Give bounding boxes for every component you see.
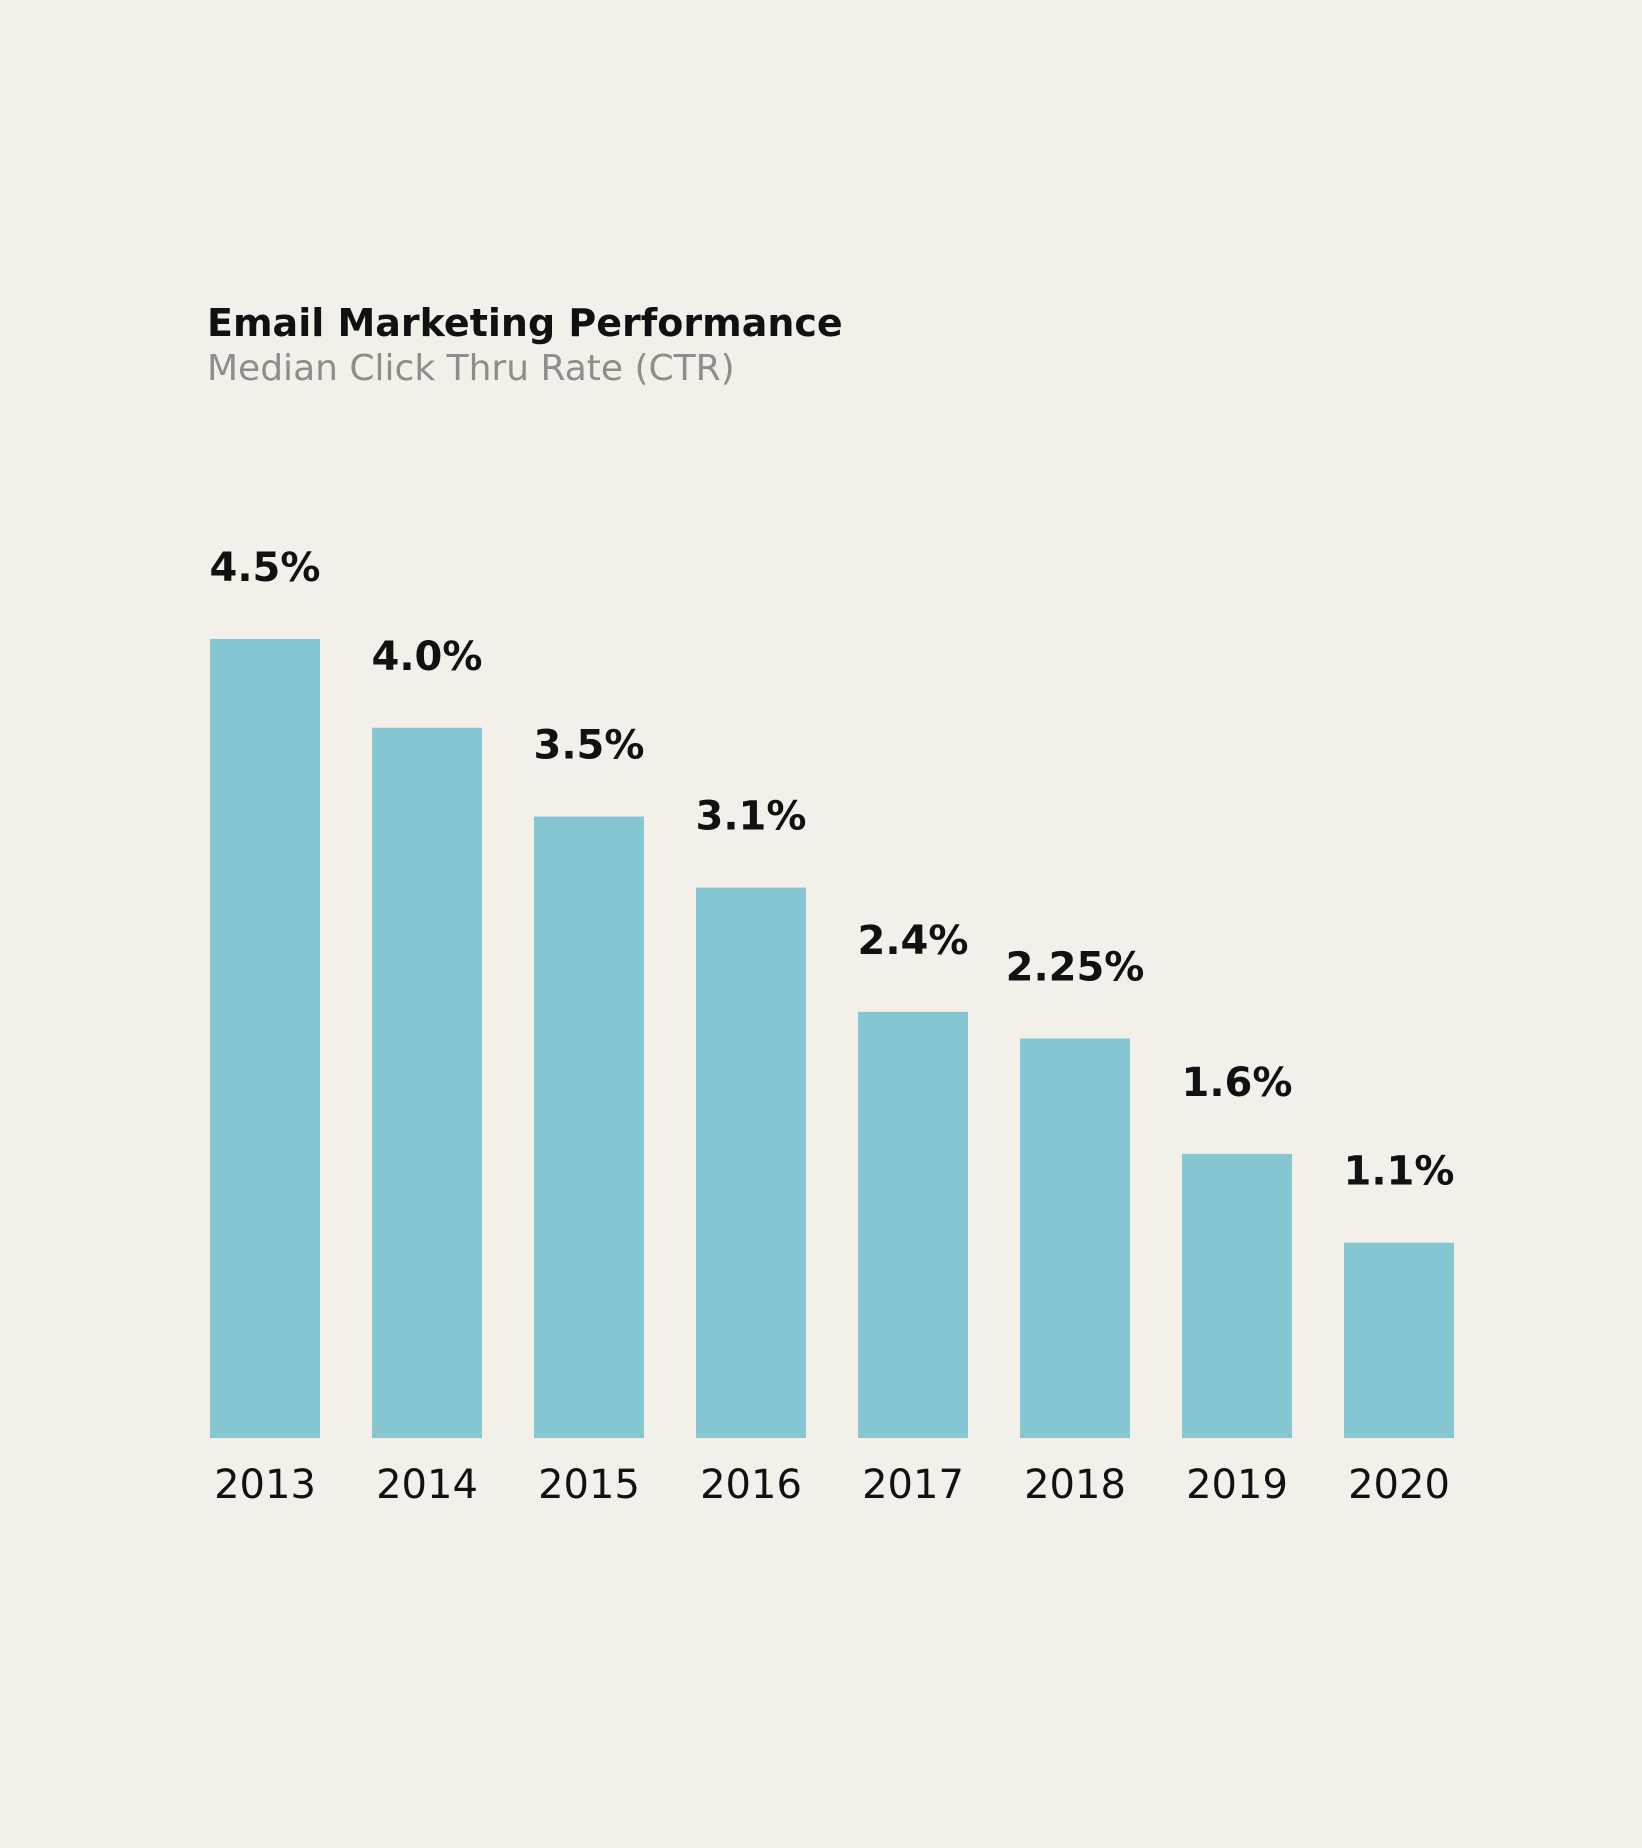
chart-subtitle: Median Click Thru Rate (CTR) [207, 348, 735, 389]
value-label-2016: 3.1% [696, 794, 807, 840]
x-tick-label-2017: 2017 [862, 1462, 964, 1508]
x-tick-label-2016: 2016 [700, 1462, 802, 1508]
value-label-2020: 1.1% [1344, 1149, 1455, 1195]
x-tick-label-2014: 2014 [376, 1462, 478, 1508]
value-label-2017: 2.4% [858, 918, 969, 964]
value-label-2014: 4.0% [372, 634, 483, 680]
x-tick-label-2019: 2019 [1186, 1462, 1288, 1508]
bar-2018 [1020, 1038, 1130, 1438]
x-tick-label-2013: 2013 [214, 1462, 316, 1508]
x-tick-label-2018: 2018 [1024, 1462, 1126, 1508]
value-label-2019: 1.6% [1182, 1060, 1293, 1106]
bar-2014 [372, 727, 482, 1438]
value-label-2013: 4.5% [210, 545, 321, 591]
bar-2015 [534, 816, 644, 1438]
value-label-2018: 2.25% [1006, 945, 1145, 991]
chart-title: Email Marketing Performance [207, 301, 843, 345]
value-label-2015: 3.5% [534, 723, 645, 769]
chart-header: Email Marketing Performance Median Click… [207, 300, 843, 392]
bar-2020 [1344, 1242, 1454, 1438]
bar-2019 [1182, 1153, 1292, 1438]
bar-2017 [858, 1011, 968, 1438]
x-tick-label-2015: 2015 [538, 1462, 640, 1508]
bar-2016 [696, 887, 806, 1438]
x-tick-label-2020: 2020 [1348, 1462, 1450, 1508]
bar-2013 [210, 639, 320, 1438]
